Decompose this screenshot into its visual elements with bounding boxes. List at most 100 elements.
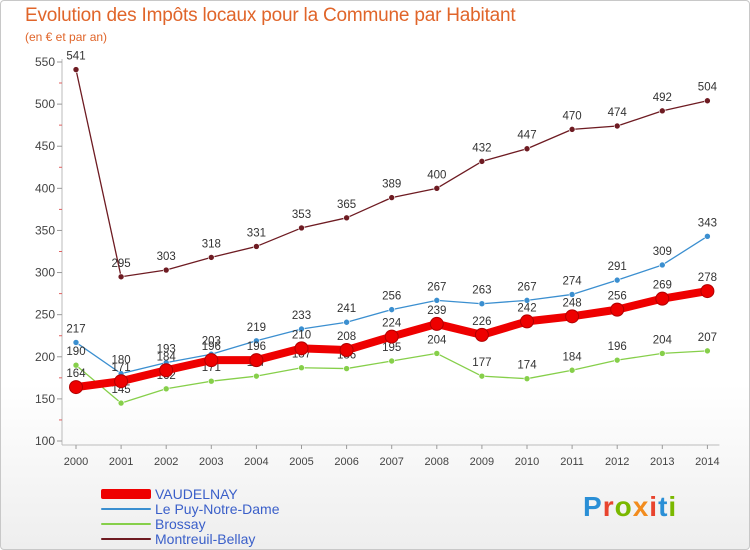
- data-point-vaudelnay: [159, 363, 174, 378]
- x-tick-label: 2004: [244, 456, 268, 468]
- series-line-montreuil-bellay: [75, 68, 709, 278]
- legend-swatch-brossay: [101, 522, 151, 525]
- data-label-vaudelnay: 224: [382, 318, 402, 330]
- data-label-le-puy-notre-dame: 274: [563, 275, 583, 287]
- logo-letter: x: [632, 491, 650, 522]
- chart-title: Evolution des Impôts locaux pour la Comm…: [25, 5, 516, 26]
- data-label-brossay: 207: [698, 332, 717, 344]
- data-label-vaudelnay: 196: [202, 341, 221, 353]
- data-label-le-puy-notre-dame: 343: [698, 217, 717, 229]
- data-label-le-puy-notre-dame: 203: [202, 335, 221, 347]
- data-label-montreuil-bellay: 365: [337, 199, 356, 211]
- x-tick-label: 2002: [154, 456, 178, 468]
- y-tick-label: 250: [35, 308, 55, 322]
- data-label-montreuil-bellay: 470: [563, 110, 582, 122]
- data-point-montreuil-bellay: [613, 122, 621, 130]
- data-label-montreuil-bellay: 295: [112, 258, 131, 270]
- y-tick-label: 500: [35, 97, 55, 111]
- data-point-montreuil-bellay: [523, 145, 531, 153]
- data-point-vaudelnay: [610, 302, 625, 317]
- data-point-le-puy-notre-dame: [704, 233, 711, 240]
- data-point-brossay: [613, 356, 621, 364]
- data-point-brossay: [298, 364, 305, 372]
- data-point-montreuil-bellay: [568, 126, 576, 133]
- y-tick-label: 150: [35, 392, 55, 406]
- data-label-brossay: 196: [608, 341, 627, 353]
- legend-item-montreuil-bellay: Montreuil-Bellay: [101, 530, 280, 547]
- data-label-montreuil-bellay: 492: [653, 92, 672, 104]
- data-point-montreuil-bellay: [388, 194, 396, 201]
- x-tick-label: 2007: [379, 456, 403, 468]
- data-point-brossay: [162, 385, 170, 393]
- legend-swatch-vaudelnay: [101, 488, 151, 499]
- data-point-montreuil-bellay: [658, 107, 666, 115]
- y-tick-label: 350: [35, 223, 55, 237]
- data-label-vaudelnay: 171: [112, 362, 131, 374]
- x-tick-label: 2010: [515, 456, 539, 468]
- data-label-vaudelnay: 208: [337, 331, 356, 343]
- data-label-le-puy-notre-dame: 267: [427, 281, 446, 293]
- data-point-le-puy-notre-dame: [658, 261, 666, 269]
- x-tick-label: 2003: [199, 456, 223, 468]
- data-label-le-puy-notre-dame: 309: [653, 246, 672, 258]
- data-point-montreuil-bellay: [208, 254, 215, 261]
- data-point-vaudelnay: [565, 309, 580, 324]
- data-point-brossay: [478, 372, 486, 380]
- x-tick-label: 2008: [425, 456, 449, 468]
- data-label-montreuil-bellay: 504: [698, 82, 718, 94]
- data-point-montreuil-bellay: [478, 158, 486, 165]
- data-label-montreuil-bellay: 432: [472, 142, 491, 154]
- legend-label-montreuil-bellay: Montreuil-Bellay: [155, 530, 256, 547]
- data-label-vaudelnay: 210: [292, 329, 311, 341]
- data-label-vaudelnay: 256: [608, 291, 627, 303]
- data-label-le-puy-notre-dame: 263: [472, 285, 491, 297]
- data-label-vaudelnay: 184: [157, 351, 177, 363]
- data-label-le-puy-notre-dame: 241: [337, 303, 356, 315]
- data-label-vaudelnay: 248: [563, 297, 582, 309]
- data-point-le-puy-notre-dame: [388, 306, 396, 313]
- y-tick-label: 400: [35, 181, 55, 195]
- data-point-montreuil-bellay: [253, 243, 260, 250]
- data-point-brossay: [704, 347, 711, 355]
- data-label-montreuil-bellay: 303: [157, 251, 176, 263]
- data-label-montreuil-bellay: 318: [202, 238, 221, 250]
- data-point-brossay: [208, 377, 215, 385]
- legend-label-brossay: Brossay: [155, 515, 206, 532]
- data-point-brossay: [72, 361, 80, 369]
- data-point-vaudelnay: [294, 341, 309, 356]
- y-tick-label: 100: [35, 434, 55, 448]
- data-label-vaudelnay: 164: [66, 368, 86, 380]
- data-point-montreuil-bellay: [343, 214, 350, 222]
- x-tick-label: 2009: [470, 456, 494, 468]
- data-label-brossay: 184: [563, 351, 583, 363]
- data-point-brossay: [117, 399, 125, 407]
- data-point-le-puy-notre-dame: [343, 318, 350, 326]
- data-point-montreuil-bellay: [704, 97, 711, 105]
- data-label-brossay: 177: [472, 357, 491, 369]
- data-label-le-puy-notre-dame: 217: [66, 323, 85, 335]
- data-point-brossay: [568, 366, 576, 374]
- chart-legend: VAUDELNAY Le Puy-Notre-Dame Brossay Mont…: [101, 485, 280, 547]
- legend-swatch-montreuil-bellay: [101, 537, 151, 540]
- data-point-vaudelnay: [520, 314, 534, 329]
- data-point-montreuil-bellay: [117, 273, 125, 281]
- data-label-brossay: 174: [517, 360, 537, 372]
- logo-letter: P: [583, 491, 603, 522]
- legend-item-brossay: Brossay: [101, 515, 280, 532]
- x-tick-label: 2005: [289, 456, 313, 468]
- x-tick-label: 2013: [650, 456, 674, 468]
- data-label-vaudelnay: 242: [517, 302, 536, 314]
- data-label-le-puy-notre-dame: 180: [112, 355, 131, 367]
- data-label-le-puy-notre-dame: 233: [292, 310, 311, 322]
- data-point-montreuil-bellay: [162, 266, 170, 274]
- data-point-vaudelnay: [429, 316, 444, 331]
- data-label-vaudelnay: 239: [427, 305, 446, 317]
- data-label-montreuil-bellay: 400: [427, 169, 446, 181]
- legend-label-vaudelnay: VAUDELNAY: [155, 485, 238, 502]
- y-tick-label: 300: [35, 266, 55, 280]
- data-point-le-puy-notre-dame: [72, 339, 80, 346]
- data-label-brossay: 204: [653, 334, 673, 346]
- data-point-brossay: [343, 365, 350, 372]
- data-label-brossay: 190: [66, 346, 85, 358]
- data-point-vaudelnay: [204, 353, 219, 368]
